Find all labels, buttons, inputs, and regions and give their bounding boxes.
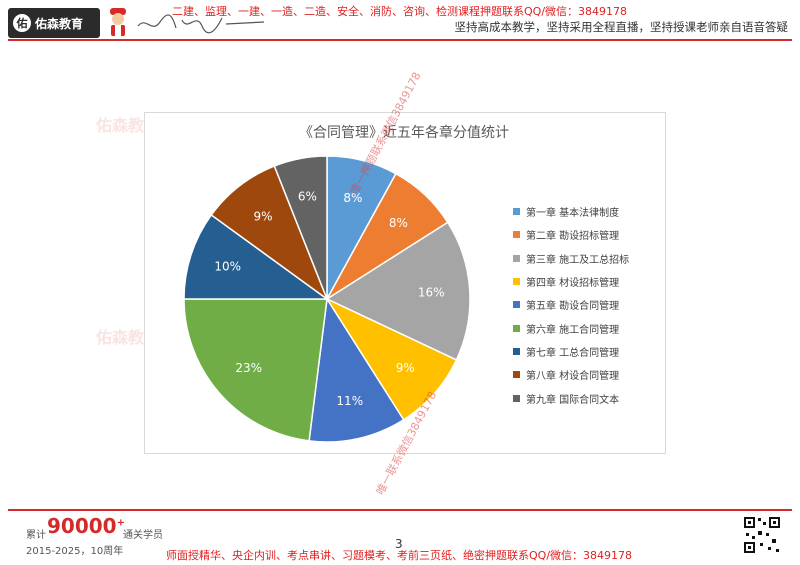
legend-swatch xyxy=(513,208,520,216)
legend-item: 第九章 国际合同文本 xyxy=(513,386,629,409)
pie-slice-4 xyxy=(324,297,458,421)
footer-count-suffix: 通关学员 xyxy=(123,530,163,541)
mascot-icon xyxy=(110,8,126,36)
pie-data-label: 9% xyxy=(396,361,415,375)
legend-item: 第五章 勘设合同管理 xyxy=(513,293,629,316)
legend-label: 第七章 工总合同管理 xyxy=(526,347,620,359)
footer-promo-line: 师面授精华、央企内训、考点串讲、习题模考、考前三页纸、绝密押题联系QQ/微信：3… xyxy=(166,549,633,562)
pie-slice-7 xyxy=(183,213,330,300)
header-divider xyxy=(8,39,792,41)
pie-data-label: 8% xyxy=(343,191,362,205)
footer-years: 2015-2025，10周年 xyxy=(26,546,124,557)
page-number: 3 xyxy=(395,537,403,551)
pie-data-label: 16% xyxy=(418,285,445,299)
pie-slice-5 xyxy=(308,296,405,443)
legend-swatch xyxy=(513,231,520,239)
legend-swatch xyxy=(513,371,520,379)
legend-item: 第四章 材设招标管理 xyxy=(513,270,629,293)
legend-item: 第一章 基本法律制度 xyxy=(513,200,629,223)
pie-data-label: 6% xyxy=(298,189,317,203)
legend-item: 第七章 工总合同管理 xyxy=(513,340,629,363)
legend-item: 第三章 施工及工总招标 xyxy=(513,247,629,270)
pie-data-label: 9% xyxy=(253,210,272,224)
logo-mark-icon: 佑 xyxy=(13,14,31,32)
legend-item: 第八章 材设合同管理 xyxy=(513,363,629,386)
pie-data-label: 8% xyxy=(389,216,408,230)
legend-swatch xyxy=(513,301,520,309)
legend-label: 第八章 材设合同管理 xyxy=(526,371,620,383)
legend-label: 第四章 材设招标管理 xyxy=(526,278,620,290)
legend-swatch xyxy=(513,254,520,262)
legend-swatch xyxy=(513,394,520,402)
legend-label: 第六章 施工合同管理 xyxy=(526,324,620,336)
legend-item: 第六章 施工合同管理 xyxy=(513,316,629,339)
pie-slice-3 xyxy=(325,221,471,361)
pie-data-label: 11% xyxy=(336,394,363,408)
header-promo-line: 二建、监理、一建、一造、二造、安全、消防、咨询、检测课程押题联系QQ/微信：38… xyxy=(172,5,628,18)
footer-student-count: 90000+ xyxy=(47,514,125,538)
legend-label: 第九章 国际合同文本 xyxy=(526,394,620,406)
pie-slice-6 xyxy=(183,298,328,442)
pie-data-label: 23% xyxy=(235,361,262,375)
footer-count-plus: + xyxy=(116,517,125,529)
footer-divider xyxy=(8,509,792,511)
chart-legend: 第一章 基本法律制度 第二章 勘设招标管理 第三章 施工及工总招标 第四章 材设招标管… xyxy=(513,200,629,410)
chart-title: 《合同管理》近五年各章分值统计 xyxy=(299,125,509,141)
legend-swatch xyxy=(513,324,520,332)
pie-slice-9 xyxy=(273,155,328,300)
brand-logo: 佑 佑森教育 xyxy=(8,8,100,38)
signature-graphic xyxy=(137,14,265,34)
pie-slice-8 xyxy=(210,165,329,302)
legend-label: 第二章 勘设招标管理 xyxy=(526,231,620,243)
legend-item: 第二章 勘设招标管理 xyxy=(513,223,629,246)
legend-swatch xyxy=(513,278,520,286)
pie-data-label: 10% xyxy=(214,260,241,274)
legend-swatch xyxy=(513,347,520,355)
legend-label: 第五章 勘设合同管理 xyxy=(526,301,620,313)
header-slogan: 坚持高成本教学，坚持采用全程直播，坚持授课老师亲自语音答疑 xyxy=(454,20,789,34)
footer-count-number: 90000 xyxy=(47,514,117,538)
legend-label: 第一章 基本法律制度 xyxy=(526,208,620,220)
logo-text: 佑森教育 xyxy=(35,16,84,31)
legend-label: 第三章 施工及工总招标 xyxy=(526,254,630,266)
footer-count-prefix: 累计 xyxy=(26,530,46,541)
qr-code-icon xyxy=(742,515,782,555)
